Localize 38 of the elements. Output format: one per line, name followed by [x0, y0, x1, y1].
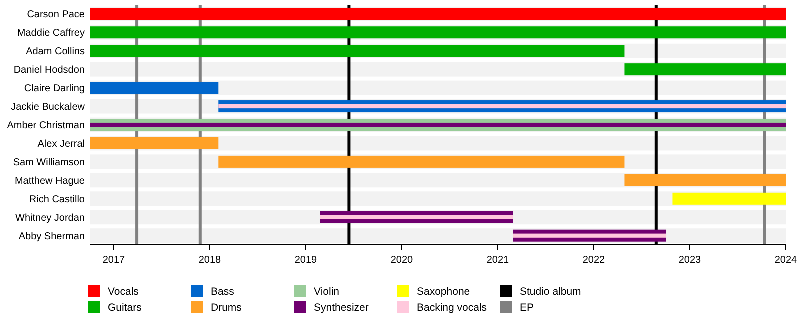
y-tick-label: Claire Darling [24, 84, 85, 95]
y-tick-label: Adam Collins [26, 46, 85, 58]
legend-label: Bass [211, 286, 234, 298]
y-tick-label: Rich Castillo [29, 194, 86, 206]
legend-label: Guitars [108, 302, 142, 314]
bar [320, 215, 514, 220]
y-tick-label: Whitney Jordan [16, 212, 85, 224]
bar [513, 234, 666, 238]
x-tick-label: 2023 [678, 255, 702, 266]
y-tick-label: Abby Sherman [18, 231, 85, 242]
legend-label: Vocals [108, 286, 139, 298]
legend-label: EP [520, 302, 534, 314]
y-tick-label: Maddie Caffrey [17, 28, 85, 40]
legend-label: Studio album [520, 286, 582, 298]
x-tick-label: 2020 [390, 255, 414, 266]
x-tick-label: 2018 [198, 255, 222, 266]
bar [624, 64, 786, 76]
x-tick-label: 2022 [582, 255, 606, 266]
x-tick-label: 2024 [774, 255, 798, 266]
y-tick-label: Alex Jerral [38, 138, 85, 150]
bar [672, 192, 786, 205]
y-tick-label: Matthew Hague [14, 176, 86, 187]
legend-label: Saxophone [417, 286, 470, 298]
legend-label: Violin [314, 286, 340, 298]
x-tick-label: 2019 [294, 255, 318, 266]
legend-label: Synthesizer [314, 302, 370, 314]
x-tick-label: 2021 [486, 255, 510, 266]
legend-label: Backing vocals [417, 302, 488, 314]
legend-label: Drums [211, 302, 242, 314]
y-tick-label: Carson Pace [27, 10, 86, 21]
x-tick-label: 2017 [102, 255, 126, 266]
y-tick-label: Sam Williamson [13, 157, 85, 168]
y-tick-label: Amber Christman [7, 120, 85, 132]
bar [90, 137, 219, 150]
bar [90, 82, 219, 94]
bar [624, 174, 786, 186]
y-tick-label: Daniel Hodsdon [14, 65, 85, 76]
y-tick-label: Jackie Buckalew [11, 102, 86, 114]
